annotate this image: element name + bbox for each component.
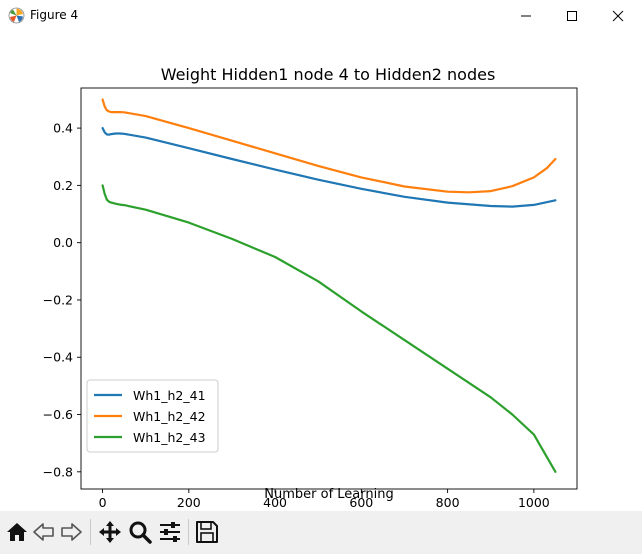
x-tick-label: 1000 bbox=[518, 495, 550, 510]
series-line-3 bbox=[101, 184, 557, 473]
back-icon bbox=[33, 523, 54, 541]
pan-button[interactable] bbox=[97, 519, 123, 545]
plot-series bbox=[101, 98, 557, 473]
configure-subplots-button[interactable] bbox=[157, 519, 183, 545]
x-tick-label: 400 bbox=[263, 495, 287, 510]
y-tick-label: 0.4 bbox=[53, 121, 73, 136]
y-axis: 0.4 0.2 0.0 −0.2 −0.4 −0.6 −0.8 bbox=[43, 121, 81, 479]
legend: Wh1_h2_41 Wh1_h2_42 Wh1_h2_43 bbox=[86, 379, 219, 453]
x-axis-label: Number of Learning bbox=[264, 487, 393, 502]
matplotlib-logo-icon bbox=[8, 7, 25, 24]
save-button[interactable] bbox=[194, 519, 220, 545]
legend-label: Wh1_h2_41 bbox=[133, 388, 206, 403]
x-tick-label: 600 bbox=[349, 495, 373, 510]
back-button[interactable] bbox=[31, 519, 57, 545]
y-tick-label: −0.8 bbox=[43, 464, 73, 479]
window-title: Figure 4 bbox=[30, 8, 79, 22]
save-icon bbox=[196, 521, 218, 543]
y-tick-label: −0.2 bbox=[43, 292, 73, 307]
zoom-icon bbox=[129, 521, 152, 544]
configure-subplots-icon bbox=[160, 522, 180, 542]
maximize-icon bbox=[567, 11, 577, 21]
close-button[interactable] bbox=[595, 0, 641, 31]
minimize-button[interactable] bbox=[503, 0, 549, 31]
chart-title: Weight Hidden1 node 4 to Hidden2 nodes bbox=[161, 65, 496, 84]
y-tick-label: 0.0 bbox=[53, 235, 73, 250]
toolbar-separator bbox=[188, 519, 189, 545]
y-tick-label: −0.4 bbox=[43, 350, 73, 365]
navigation-toolbar bbox=[0, 511, 642, 554]
legend-label: Wh1_h2_42 bbox=[133, 409, 206, 424]
minimize-icon bbox=[521, 15, 531, 17]
series-line-1 bbox=[101, 127, 557, 208]
x-tick-label: 200 bbox=[177, 495, 201, 510]
x-tick-label: 0 bbox=[99, 495, 107, 510]
x-axis: 0 200 400 600 800 1000 bbox=[99, 489, 550, 510]
x-tick-label: 800 bbox=[436, 495, 460, 510]
home-button[interactable] bbox=[4, 519, 30, 545]
forward-button[interactable] bbox=[58, 519, 84, 545]
legend-box bbox=[86, 379, 219, 453]
zoom-button[interactable] bbox=[127, 519, 153, 545]
figure-canvas: Weight Hidden1 node 4 to Hidden2 nodes 0… bbox=[43, 65, 578, 510]
forward-icon bbox=[61, 523, 82, 541]
legend-label: Wh1_h2_43 bbox=[133, 430, 206, 445]
y-tick-label: −0.6 bbox=[43, 407, 73, 422]
y-tick-label: 0.2 bbox=[53, 178, 73, 193]
close-icon bbox=[612, 10, 624, 22]
maximize-button[interactable] bbox=[549, 0, 595, 31]
axes-frame bbox=[80, 87, 578, 490]
window-titlebar: Figure 4 bbox=[0, 0, 642, 31]
toolbar-separator bbox=[90, 519, 91, 545]
pan-icon bbox=[99, 521, 121, 543]
home-icon bbox=[7, 523, 27, 541]
series-line-2 bbox=[101, 98, 557, 194]
